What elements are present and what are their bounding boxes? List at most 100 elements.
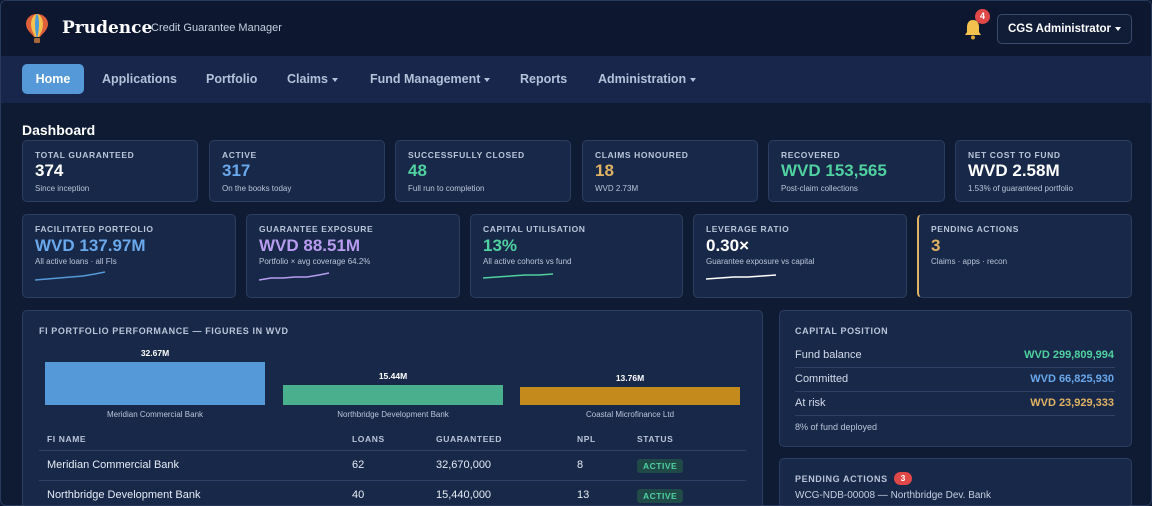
kpi-guarantee-exposure: GUARANTEE EXPOSURE WVD 88.51M Portfolio …	[246, 214, 460, 298]
kpi-subtext: Since inception	[35, 184, 90, 193]
fund-balance-value: WVD 299,809,994	[1024, 349, 1114, 361]
kpi-value: WVD 88.51M	[259, 236, 361, 255]
bar-value-label: 32.67M	[140, 348, 170, 358]
nav-claims-label: Claims	[287, 72, 328, 86]
fi-name-cell: Northbridge Development Bank	[47, 489, 201, 501]
kpi-value: WVD 153,565	[781, 161, 887, 180]
kpi-leverage-ratio: LEVERAGE RATIO 0.30× Guarantee exposure …	[693, 214, 907, 298]
bar	[520, 387, 740, 405]
kpi-label: GUARANTEE EXPOSURE	[259, 224, 374, 234]
kpi-label: FACILITATED PORTFOLIO	[35, 224, 154, 234]
committed-label: Committed	[795, 373, 849, 385]
column-header-loans: LOANS	[352, 434, 385, 444]
table-divider	[39, 450, 746, 451]
kpi-claims-honoured: CLAIMS HONOURED 18 WVD 2.73M	[582, 140, 758, 202]
kpi-subtext: On the books today	[222, 184, 292, 193]
pending-count-badge: 3	[894, 472, 912, 485]
user-menu-button[interactable]: CGS Administrator	[997, 14, 1132, 44]
kpi-label: LEVERAGE RATIO	[706, 224, 790, 234]
chevron-down-icon	[332, 77, 338, 82]
capital-panel-title: CAPITAL POSITION	[795, 326, 889, 336]
brand-tagline: Credit Guarantee Manager	[151, 22, 282, 34]
kpi-label: RECOVERED	[781, 150, 841, 160]
kpi-active: ACTIVE 317 On the books today	[209, 140, 385, 202]
sparkline	[259, 272, 330, 281]
nav-reports[interactable]: Reports	[520, 72, 568, 86]
kpi-label: ACTIVE	[222, 150, 257, 160]
kpi-value: 13%	[483, 236, 518, 255]
nav-portfolio[interactable]: Portfolio	[206, 72, 258, 86]
kpi-subtext: 1.53% of guaranteed portfolio	[968, 184, 1073, 193]
bell-icon[interactable]	[961, 17, 985, 41]
kpi-value: 48	[408, 161, 427, 180]
kpi-value: 0.30×	[706, 236, 750, 255]
kpi-facilitated-portfolio: FACILITATED PORTFOLIO WVD 137.97M All ac…	[22, 214, 236, 298]
status-badge: ACTIVE	[637, 489, 684, 503]
guaranteed-cell: 32,670,000	[436, 459, 492, 471]
nav-fund-management-label: Fund Management	[370, 72, 481, 86]
pending-action-item[interactable]: WCG-NDB-00008 — Northbridge Dev. Bank	[795, 490, 991, 501]
user-menu-label: CGS Administrator	[1007, 23, 1112, 35]
kpi-subtext: Claims · apps · recon	[931, 257, 1008, 266]
kpi-label: TOTAL GUARANTEED	[35, 150, 135, 160]
chevron-down-icon	[690, 77, 697, 82]
kpi-label: CAPITAL UTILISATION	[483, 224, 586, 234]
kpi-value: 3	[931, 236, 941, 255]
notification-badge: 4	[975, 9, 990, 24]
main-nav: Home Applications Portfolio Claims Fund …	[1, 56, 1151, 103]
at-risk-value: WVD 23,929,333	[1030, 397, 1114, 409]
column-header-fi-name: FI NAME	[47, 434, 87, 444]
bar-value-label: 15.44M	[378, 371, 408, 381]
fi-name-cell: Meridian Commercial Bank	[47, 459, 180, 471]
column-header-status: STATUS	[637, 434, 674, 444]
pending-actions-panel	[779, 458, 1132, 505]
chevron-down-icon	[1115, 26, 1122, 31]
bar	[45, 362, 265, 405]
kpi-net-cost-to-fund: NET COST TO FUND WVD 2.58M 1.53% of guar…	[955, 140, 1132, 202]
capital-position-panel	[779, 310, 1132, 447]
nav-fund-management[interactable]: Fund Management	[370, 64, 491, 94]
table-divider	[39, 480, 746, 481]
kpi-capital-utilisation: CAPITAL UTILISATION 13% All active cohor…	[470, 214, 683, 298]
column-header-guaranteed: GUARANTEED	[436, 434, 502, 444]
capital-divider	[795, 415, 1115, 416]
capital-divider	[795, 367, 1115, 368]
bar-category-label: Coastal Microfinance Ltd	[585, 410, 675, 419]
fi-portfolio-panel	[22, 310, 763, 505]
kpi-subtext: Full run to completion	[408, 184, 485, 193]
kpi-subtext: Portfolio × avg coverage 64.2%	[259, 257, 371, 266]
kpi-label: PENDING ACTIONS	[931, 224, 1020, 234]
fi-panel-title: FI PORTFOLIO PERFORMANCE — FIGURES IN WV…	[39, 326, 289, 336]
kpi-subtext: Guarantee exposure vs capital	[706, 257, 815, 266]
guaranteed-cell: 15,440,000	[436, 489, 492, 501]
sparkline	[483, 273, 554, 279]
at-risk-label: At risk	[795, 397, 826, 409]
brand-name: Prudence	[62, 18, 153, 38]
kpi-label: CLAIMS HONOURED	[595, 150, 689, 160]
kpi-subtext: All active loans · all FIs	[35, 257, 117, 266]
pending-panel-title: PENDING ACTIONS	[795, 474, 888, 484]
kpi-value: 374	[35, 161, 64, 180]
page-title: Dashboard	[22, 122, 96, 138]
kpi-subtext: All active cohorts vs fund	[483, 257, 572, 266]
fund-balance-label: Fund balance	[795, 349, 862, 361]
kpi-value: WVD 137.97M	[35, 236, 146, 255]
nav-applications[interactable]: Applications	[102, 72, 178, 86]
nav-home[interactable]: Home	[22, 64, 84, 94]
nav-claims[interactable]: Claims	[287, 64, 338, 94]
kpi-successfully-closed: SUCCESSFULLY CLOSED 48 Full run to compl…	[395, 140, 571, 202]
top-header: Prudence Credit Guarantee Manager 4 CGS …	[1, 1, 1151, 56]
nav-administration[interactable]: Administration	[598, 64, 697, 94]
kpi-label: NET COST TO FUND	[968, 150, 1061, 160]
kpi-value: WVD 2.58M	[968, 161, 1060, 180]
kpi-pending-actions[interactable]: PENDING ACTIONS 3 Claims · apps · recon	[917, 214, 1132, 298]
column-header-npl: NPL	[577, 434, 596, 444]
sparkline	[706, 274, 777, 280]
loans-cell: 40	[352, 489, 365, 501]
bar-category-label: Northbridge Development Bank	[337, 410, 449, 419]
sparkline	[35, 271, 106, 281]
loans-cell: 62	[352, 459, 365, 471]
kpi-label: SUCCESSFULLY CLOSED	[408, 150, 525, 160]
capital-divider	[795, 391, 1115, 392]
